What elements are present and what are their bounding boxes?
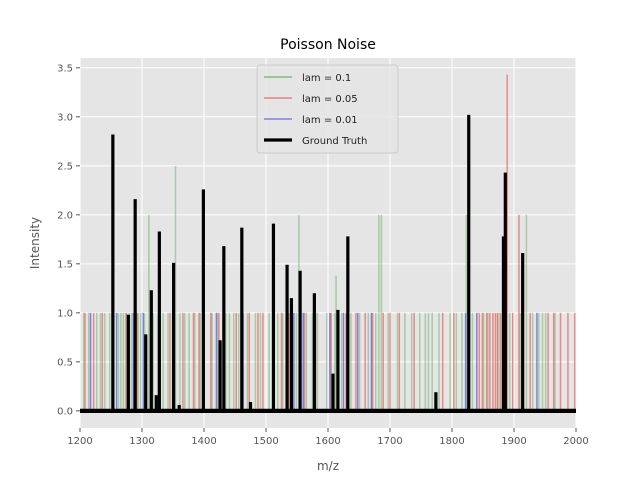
legend: lam = 0.1 lam = 0.05 lam = 0.01 Ground Trut…	[256, 64, 399, 154]
x-tick-label: 1600	[315, 436, 340, 447]
series-layer	[80, 74, 576, 413]
legend-box	[256, 64, 399, 154]
x-tick-label: 1800	[439, 436, 464, 447]
y-tick-label: 0.0	[57, 406, 73, 417]
y-axis-ticks: 0.0 0.5 1.0 1.5 2.0 2.5 3.0 3.5	[57, 63, 80, 417]
legend-entry: lam = 0.1	[302, 73, 351, 84]
y-tick-label: 3.0	[57, 112, 73, 123]
x-axis-ticks: 1200 1300 1400 1500 1600 1700 1800 1900 2000	[67, 428, 589, 447]
x-tick-label: 1200	[67, 436, 92, 447]
x-tick-label: 1500	[253, 436, 278, 447]
y-tick-label: 1.5	[57, 259, 73, 270]
x-tick-label: 1700	[377, 436, 402, 447]
legend-entry: Ground Truth	[302, 136, 367, 147]
x-tick-label: 1400	[191, 436, 216, 447]
series-3	[80, 114, 576, 413]
y-tick-label: 3.5	[57, 63, 73, 74]
y-tick-label: 0.5	[57, 357, 73, 368]
x-tick-label: 1900	[501, 436, 526, 447]
y-tick-label: 2.5	[57, 161, 73, 172]
legend-entry: lam = 0.01	[302, 115, 358, 126]
legend-entry: lam = 0.05	[302, 94, 358, 105]
x-tick-label: 2000	[563, 436, 588, 447]
x-axis-label: m/z	[317, 459, 339, 473]
y-axis-label: Intensity	[28, 217, 42, 269]
chart-title: Poisson Noise	[280, 37, 376, 53]
y-tick-label: 1.0	[57, 308, 73, 319]
y-tick-label: 2.0	[57, 210, 73, 221]
x-tick-label: 1300	[129, 436, 154, 447]
